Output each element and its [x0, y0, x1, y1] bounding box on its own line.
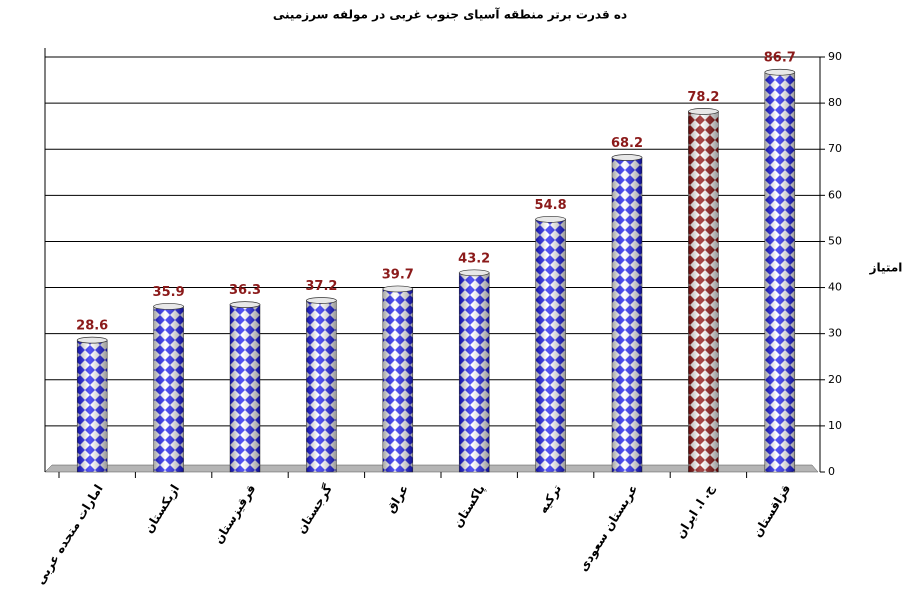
bar-shading [77, 340, 108, 472]
value-label: 68.2 [611, 136, 643, 151]
bar-cap [76, 336, 108, 344]
bar-cap [306, 297, 337, 304]
value-label: 43.2 [458, 251, 490, 266]
bar-cap [153, 303, 184, 310]
value-label: 36.3 [229, 283, 261, 298]
x-tick-label: ج. ا. ایران [673, 482, 717, 541]
y-axis-label: امتیاز [869, 261, 903, 275]
bar-cap [764, 68, 796, 76]
bar-shading [382, 288, 413, 472]
bar-shading [688, 111, 719, 473]
bar-shading [459, 272, 490, 472]
x-tick-label: قزاقستان [750, 482, 793, 540]
x-tick-label: ازبکستان [141, 482, 182, 536]
chart-title: ده قدرت برتر منطقه آسیای جنوب غربی در مو… [273, 7, 627, 23]
value-label: 54.8 [535, 198, 567, 213]
x-tick-label: عراق [383, 482, 411, 515]
bar-cap [229, 301, 261, 308]
bar-cap [458, 269, 490, 277]
value-label: 86.7 [764, 51, 796, 66]
y-tick-label: 80 [828, 96, 842, 109]
bar-shading [306, 300, 337, 472]
x-tick-label: پاکستان [450, 482, 487, 530]
x-tick-label: عربستان سعودی [576, 482, 641, 574]
value-label: 28.6 [76, 319, 108, 334]
value-label: 35.9 [153, 285, 185, 300]
bar-shading [535, 219, 566, 472]
y-tick-label: 0 [828, 465, 835, 478]
bar-cap [688, 108, 719, 115]
bar-shading [612, 157, 642, 472]
value-label: 78.2 [687, 90, 719, 105]
x-tick-label: قرقیزستان [211, 482, 258, 546]
bar-cap [611, 154, 643, 161]
bar-cap [382, 285, 414, 293]
x-tick-label: ترکیه [536, 482, 564, 516]
x-tick-label: گرجستان [294, 482, 335, 536]
bar-shading [764, 72, 795, 472]
y-tick-label: 10 [828, 419, 842, 432]
bar-cap [535, 215, 566, 223]
bar-shading [153, 306, 184, 472]
y-tick-label: 60 [828, 188, 842, 201]
y-tick-label: 90 [828, 50, 842, 63]
y-tick-label: 50 [828, 234, 842, 247]
y-tick-label: 40 [828, 281, 842, 294]
bar-shading [230, 304, 260, 472]
value-label: 37.2 [305, 279, 337, 294]
x-tick-label: امارات متحده عربی [33, 482, 106, 587]
value-label: 39.7 [382, 267, 414, 282]
y-tick-label: 20 [828, 373, 842, 386]
y-tick-label: 30 [828, 327, 842, 340]
y-tick-label: 70 [828, 142, 842, 155]
